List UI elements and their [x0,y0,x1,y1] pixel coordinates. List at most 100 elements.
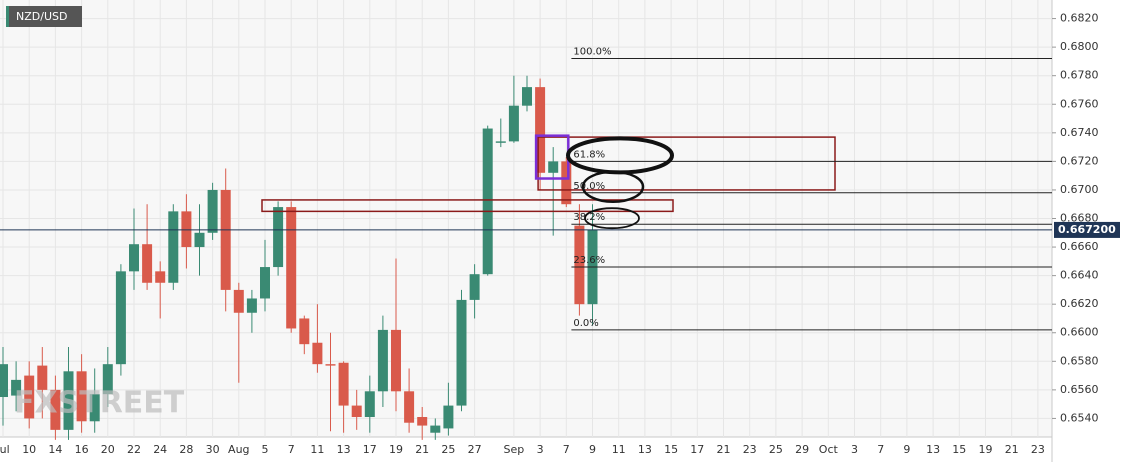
candle-body [220,189,231,290]
x-tick-label: 13 [638,443,652,456]
candle-body [351,405,362,418]
y-tick-label: 0.6580 [1060,354,1099,367]
candle-body [469,274,480,300]
x-tick-label: 11 [612,443,626,456]
zone [261,199,674,213]
x-tick-label: 28 [179,443,193,456]
candle-body [312,342,323,365]
y-tick-label: 0.6800 [1060,40,1099,53]
x-tick-label: 5 [262,443,269,456]
x-tick-label: 22 [127,443,141,456]
x-tick-label: 23 [1031,443,1045,456]
watermark: FXSTREET [14,386,185,421]
x-tick-label: 9 [903,443,910,456]
candle-body [102,364,113,395]
x-tick-label: 25 [441,443,455,456]
x-tick-label: 9 [589,443,596,456]
last-price-label: 0.667200 [1058,223,1116,236]
y-tick-label: 0.6620 [1060,297,1099,310]
last-price-box [1054,221,1120,238]
x-tick-label: 19 [389,443,403,456]
highlight-ellipse [581,170,645,204]
x-tick-label: 29 [795,443,809,456]
x-tick-label: 19 [979,443,993,456]
fib-label: 23.6% [573,255,605,266]
x-tick-label: 17 [690,443,704,456]
candle-body [430,425,441,433]
x-tick-label: 7 [563,443,570,456]
candle-body [482,128,493,275]
candle-body [456,299,467,406]
candle-body [548,161,559,173]
candle-body [522,87,532,106]
candle-body [299,318,310,345]
x-tick-label: 15 [664,443,678,456]
y-tick-label: 0.6820 [1060,12,1099,25]
candle-body [535,87,546,173]
candle-body [115,271,126,365]
candle-body [443,405,454,429]
y-tick-label: 0.6640 [1060,269,1099,282]
candle-body [417,417,428,426]
y-tick-label: 0.6760 [1060,97,1099,110]
candle-body [50,389,61,430]
x-tick-label: 27 [468,443,482,456]
x-tick-label: 16 [75,443,89,456]
x-tick-label: 11 [310,443,324,456]
candle-body [155,271,166,283]
x-tick-label: Oct [819,443,839,456]
fib-label: 0.0% [573,318,598,329]
highlight-ellipse [584,207,640,230]
x-tick-label: 20 [101,443,115,456]
x-tick-label: 24 [153,443,167,456]
candle-body [11,379,22,396]
y-tick-label: 0.6540 [1060,411,1099,424]
x-tick-label: 3 [851,443,858,456]
candle-body [404,391,415,423]
x-tick-label: 7 [877,443,884,456]
candle-body [561,161,572,205]
candle-body [89,394,100,422]
fib-label: 38.2% [573,212,605,223]
candle-body [495,141,506,143]
candle-body [260,267,270,299]
y-tick-label: 0.6600 [1060,326,1099,339]
y-tick-label: 0.6680 [1060,212,1099,225]
x-tick-label: 14 [48,443,62,456]
candle-body [574,225,585,305]
y-tick-label: 0.6660 [1060,240,1099,253]
candle-body [181,211,192,248]
x-tick-label: Jul [0,443,10,456]
candle-body [246,298,257,313]
zone [537,136,836,191]
x-tick-label: Aug [228,443,249,456]
x-tick-label: 23 [743,443,757,456]
y-tick-label: 0.6740 [1060,126,1099,139]
x-tick-label: 17 [363,443,377,456]
x-tick-label: 3 [537,443,544,456]
candle-body [391,329,401,392]
x-tick-label: 21 [1005,443,1019,456]
annotations: 100.0% 61.8% 50.0% 38.2% 23.6% 0.0% 0.667200 [0,47,1120,331]
x-tick-label: 13 [926,443,940,456]
candle-body [24,375,35,419]
x-tick-label: 7 [288,443,295,456]
fib-label: 50.0% [573,181,605,192]
candle-body [286,207,297,329]
candle-body [338,362,349,406]
candle-body [76,371,87,422]
y-tick-label: 0.6700 [1060,183,1099,196]
x-tick-label: 25 [769,443,783,456]
candle-body [325,364,336,366]
title-marker [6,6,9,27]
candle-body [168,211,179,283]
fib-label: 100.0% [573,47,611,58]
candle-body [37,365,48,390]
x-tick-label: 21 [415,443,429,456]
candle-body [0,364,8,398]
x-tick-label: 21 [717,443,731,456]
chart-title: NZD/USD [16,10,67,23]
x-tick-label: 15 [952,443,966,456]
title-box [6,6,82,27]
